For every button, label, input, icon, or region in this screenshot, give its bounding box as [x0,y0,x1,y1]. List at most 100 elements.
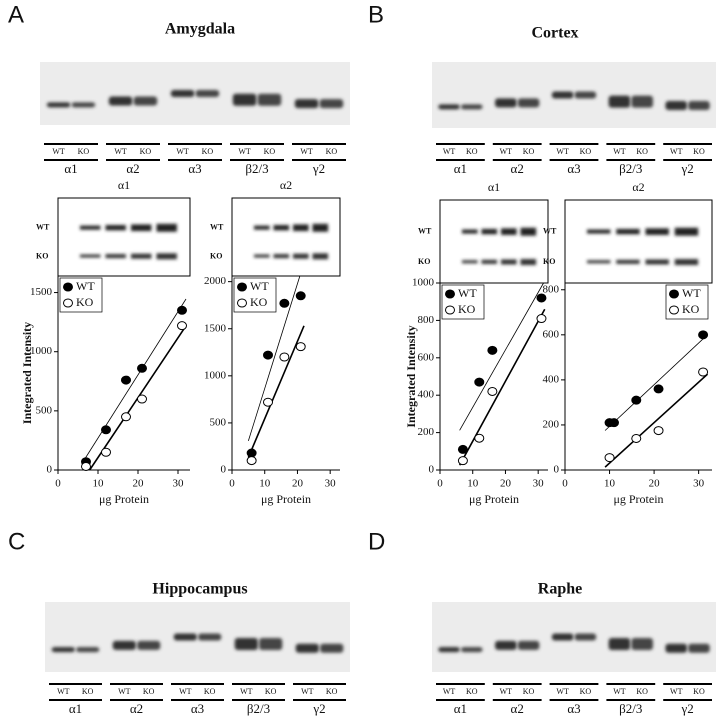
panel-title: Raphe [538,581,582,598]
chart-title: α1 [118,178,130,192]
y-tick-label: 1500 [204,322,227,334]
data-point [81,461,91,471]
inset-band [587,229,611,234]
lane-label: WT [556,687,569,696]
legend-marker [237,298,247,308]
data-point [604,453,615,463]
blot [40,62,350,125]
subunit-label: γ2 [680,161,693,176]
inset-band [105,225,126,231]
y-tick-label: 1000 [30,345,53,357]
blot-band [438,647,460,653]
y-tick-label: 400 [418,389,435,401]
blot-band [232,93,257,106]
legend-label: KO [76,295,94,309]
lane-label: WT [670,147,683,156]
inset-band [616,228,640,235]
blot-band [198,633,222,641]
data-point [698,367,709,377]
subunit-label: β2/3 [619,161,642,176]
y-tick-label: 600 [543,328,560,340]
blot-band [495,640,517,650]
legend-marker [669,305,679,315]
inset-band [312,253,329,260]
legend-label: WT [682,286,701,300]
y-tick-label: 200 [543,418,560,430]
subunit-label: α3 [191,701,204,716]
blot [45,602,350,672]
lane-label: KO [78,147,90,156]
x-tick-label: 10 [604,478,616,490]
subunit-label: β2/3 [619,701,642,716]
lane-label: KO [580,147,592,156]
blot-band [551,91,574,99]
inset-label: WT [36,222,50,231]
lane-label: KO [202,147,214,156]
lane-label: WT [301,687,314,696]
inset-band [587,260,611,264]
blot-band [688,101,710,111]
x-tick-label: 10 [467,478,479,490]
blot-band [608,638,631,650]
data-point [177,305,187,315]
legend-marker [237,282,247,292]
data-point [101,447,111,457]
data-point [631,433,642,443]
lane-label: KO [580,687,592,696]
y-axis-label: Integrated Intensity [20,322,34,424]
inset-band [501,228,517,235]
inset-label: WT [418,226,432,235]
x-tick-label: 0 [562,478,568,490]
legend-marker [63,298,73,308]
data-point [295,291,306,301]
x-tick-label: 0 [55,478,61,490]
subunit-label: α3 [188,161,201,176]
x-tick-label: 30 [533,478,545,490]
data-point [246,448,257,458]
blot-band [133,96,158,106]
inset-band [645,259,669,265]
subunit-label: γ2 [312,161,325,176]
data-point [653,426,664,436]
data-point [609,418,619,428]
data-point [295,342,306,352]
lane-label: WT [556,147,569,156]
data-point [263,350,273,360]
blot-band [259,638,283,650]
legend-label: KO [458,302,476,316]
fit-line [81,298,187,464]
lane-label: KO [466,687,478,696]
blot-band [51,647,75,653]
legend-marker [445,289,455,299]
blot-band [170,90,195,97]
inset-band [674,259,699,266]
fit-line [247,275,301,441]
data-point [536,293,547,303]
data-point [631,395,642,405]
blot-band [517,640,540,650]
y-tick-label: 800 [418,314,435,326]
x-tick-label: 20 [500,478,512,490]
subunit-label: α2 [126,161,139,176]
inset-label: KO [36,251,48,260]
panel-letter: D [368,528,385,555]
data-point [177,321,187,331]
x-axis-label: μg Protein [99,492,149,506]
inset-frame [564,199,713,284]
inset-label: WT [543,226,557,235]
inset-band [520,227,537,236]
lane-label: KO [466,147,478,156]
x-tick-label: 0 [229,478,235,490]
lane-label: WT [500,147,513,156]
blot-band [517,98,540,108]
lane-label: KO [326,147,338,156]
lane-label: KO [204,687,216,696]
subunit-label: α1 [454,161,467,176]
subunit-label: α1 [454,701,467,716]
data-point [279,298,290,308]
y-tick-label: 400 [543,373,560,385]
inset-band [273,225,290,231]
inset-band [156,253,177,260]
fit-line [459,282,544,431]
